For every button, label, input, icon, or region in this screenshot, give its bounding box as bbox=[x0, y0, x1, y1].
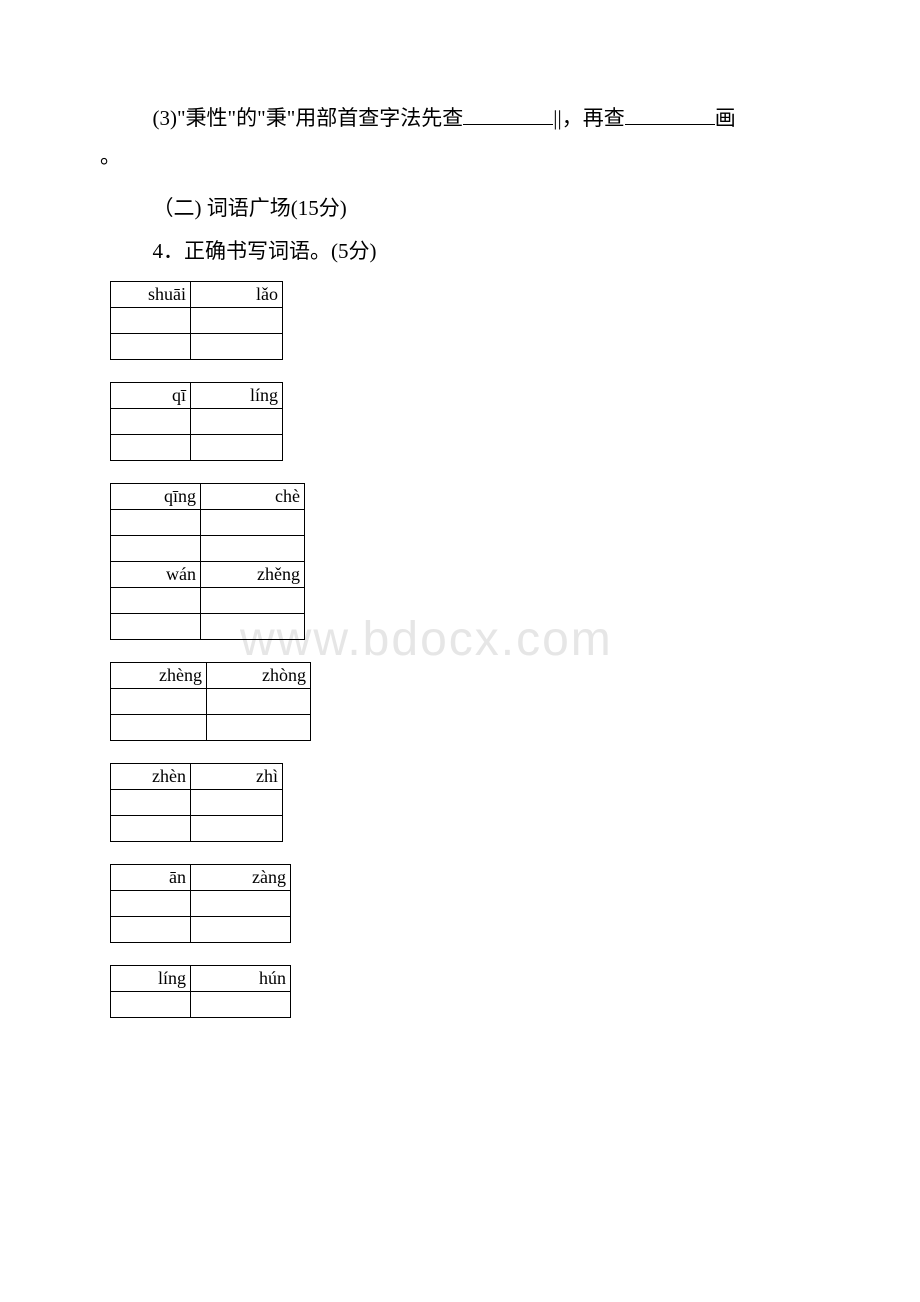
table-cell: zhòng bbox=[207, 663, 311, 689]
q3-tail: 。 bbox=[100, 138, 860, 176]
table-cell bbox=[111, 790, 191, 816]
table-cell: qīng bbox=[111, 484, 201, 510]
table-row: zhènzhì bbox=[111, 764, 283, 790]
table-cell bbox=[111, 715, 207, 741]
pinyin-table: ānzàng bbox=[110, 864, 291, 943]
table-cell bbox=[201, 614, 305, 640]
table-cell: zhěng bbox=[201, 562, 305, 588]
table-cell bbox=[111, 435, 191, 461]
table-cell bbox=[111, 588, 201, 614]
table-row bbox=[111, 409, 283, 435]
table-cell bbox=[111, 816, 191, 842]
table-cell bbox=[191, 409, 283, 435]
table-cell bbox=[111, 614, 201, 640]
table-cell bbox=[207, 689, 311, 715]
table-row bbox=[111, 308, 283, 334]
table-cell: zhèn bbox=[111, 764, 191, 790]
table-cell bbox=[191, 308, 283, 334]
table-cell: zhèng bbox=[111, 663, 207, 689]
table-cell bbox=[191, 790, 283, 816]
table-cell: wán bbox=[111, 562, 201, 588]
table-cell bbox=[111, 334, 191, 360]
q3-blank-2 bbox=[625, 102, 715, 125]
table-row: qīlíng bbox=[111, 383, 283, 409]
table-cell bbox=[111, 689, 207, 715]
q3-prefix: (3)"秉性"的"秉"用部首查字法先查 bbox=[153, 106, 464, 130]
pinyin-table: qīngchè wánzhěng bbox=[110, 483, 305, 640]
document-body: (3)"秉性"的"秉"用部首查字法先查 ||，再查 画 。 （二) 词语广场(15分… bbox=[0, 0, 920, 1080]
pinyin-table: qīlíng bbox=[110, 382, 283, 461]
table-cell bbox=[111, 536, 201, 562]
q3-middle: ||，再查 bbox=[553, 106, 624, 130]
table-cell: líng bbox=[191, 383, 283, 409]
table-cell bbox=[207, 715, 311, 741]
table-row bbox=[111, 917, 291, 943]
table-row bbox=[111, 435, 283, 461]
table-cell bbox=[111, 917, 191, 943]
table-row: línghún bbox=[111, 966, 291, 992]
table-cell bbox=[201, 536, 305, 562]
table-row bbox=[111, 536, 305, 562]
table-cell bbox=[111, 308, 191, 334]
table-row bbox=[111, 588, 305, 614]
table-cell bbox=[191, 891, 291, 917]
pinyin-table: zhènzhì bbox=[110, 763, 283, 842]
table-row bbox=[111, 992, 291, 1018]
pinyin-table: shuāilǎo bbox=[110, 281, 283, 360]
table-cell bbox=[111, 891, 191, 917]
table-row bbox=[111, 510, 305, 536]
table-row bbox=[111, 715, 311, 741]
table-row bbox=[111, 689, 311, 715]
question-4-text: 4．正确书写词语。(5分) bbox=[100, 233, 860, 271]
table-cell: shuāi bbox=[111, 282, 191, 308]
question-3-line: (3)"秉性"的"秉"用部首查字法先查 ||，再查 画 bbox=[100, 100, 860, 138]
table-row: shuāilǎo bbox=[111, 282, 283, 308]
tables-container: shuāilǎoqīlíngqīngchèwánzhěngzhèngzhòngz… bbox=[100, 281, 860, 1018]
table-cell: lǎo bbox=[191, 282, 283, 308]
table-cell bbox=[111, 409, 191, 435]
table-cell: hún bbox=[191, 966, 291, 992]
table-cell bbox=[191, 334, 283, 360]
table-cell: zàng bbox=[191, 865, 291, 891]
table-cell: líng bbox=[111, 966, 191, 992]
table-cell bbox=[191, 992, 291, 1018]
q3-blank-1 bbox=[463, 102, 553, 125]
table-row bbox=[111, 891, 291, 917]
table-cell bbox=[191, 435, 283, 461]
table-cell bbox=[191, 917, 291, 943]
table-cell: zhì bbox=[191, 764, 283, 790]
table-cell bbox=[201, 510, 305, 536]
q3-suffix: 画 bbox=[715, 106, 736, 130]
table-cell: chè bbox=[201, 484, 305, 510]
table-row: ānzàng bbox=[111, 865, 291, 891]
table-cell bbox=[111, 510, 201, 536]
table-cell bbox=[191, 816, 283, 842]
table-row bbox=[111, 614, 305, 640]
section-2-heading: （二) 词语广场(15分) bbox=[100, 190, 860, 228]
table-cell bbox=[201, 588, 305, 614]
pinyin-table: zhèngzhòng bbox=[110, 662, 311, 741]
table-row: zhèngzhòng bbox=[111, 663, 311, 689]
pinyin-table: línghún bbox=[110, 965, 291, 1018]
table-row bbox=[111, 790, 283, 816]
table-row bbox=[111, 334, 283, 360]
table-cell: qī bbox=[111, 383, 191, 409]
table-row: wánzhěng bbox=[111, 562, 305, 588]
table-cell bbox=[111, 992, 191, 1018]
table-row: qīngchè bbox=[111, 484, 305, 510]
table-row bbox=[111, 816, 283, 842]
table-cell: ān bbox=[111, 865, 191, 891]
